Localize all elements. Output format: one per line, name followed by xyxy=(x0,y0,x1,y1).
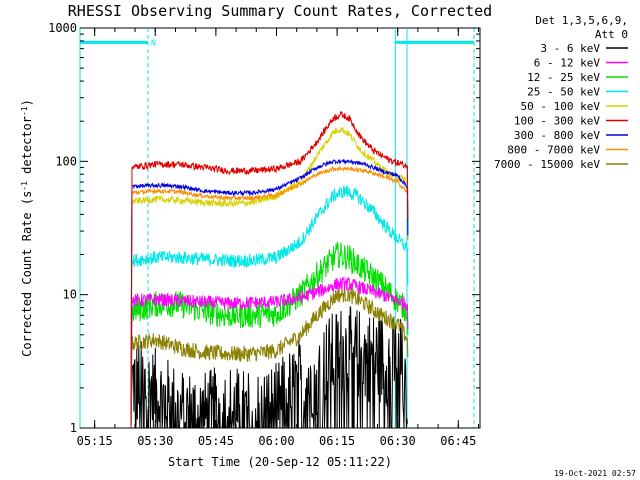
x-tick-label: 06:30 xyxy=(380,434,416,448)
plot-border xyxy=(79,27,481,429)
series-line xyxy=(130,185,409,429)
chart-title: RHESSI Observing Summary Count Rates, Co… xyxy=(68,2,492,20)
y-label-part: ) xyxy=(20,99,34,106)
footer-timestamp: 19-Oct-2021 02:57 xyxy=(554,469,636,478)
series-line xyxy=(130,275,409,429)
y-label-part: detector xyxy=(20,116,34,181)
legend-item-label: 800 - 7000 keV xyxy=(507,144,600,157)
x-tick-label: 06:00 xyxy=(258,434,294,448)
series-line xyxy=(130,306,408,429)
legend-item-label: 300 - 800 keV xyxy=(514,129,600,142)
legend-item-label: 25 - 50 keV xyxy=(527,86,600,99)
y-label-part: -1 xyxy=(20,106,29,116)
legend-item-label: 7000 - 15000 keV xyxy=(494,158,600,171)
y-axis: 1 10 100 1000 xyxy=(48,21,480,435)
y-tick-label: 1 xyxy=(70,421,77,435)
series-line xyxy=(130,158,409,429)
legend-item-label: 12 - 25 keV xyxy=(527,71,600,84)
series-line xyxy=(130,287,409,429)
legend-item-label: 6 - 12 keV xyxy=(534,57,601,70)
series-line xyxy=(130,127,409,429)
legend-item-label: 50 - 100 keV xyxy=(521,100,601,113)
legend: Det 1,3,5,6,9, Att 0 3 - 6 keV 6 - 12 keV… xyxy=(494,14,628,171)
y-axis-label: Corrected Count Rate (s-1 detector-1) xyxy=(20,99,35,357)
flag-bars: N xyxy=(80,38,475,47)
y-tick-label: 100 xyxy=(55,154,77,168)
series-layer xyxy=(130,111,409,429)
x-axis-label: Start Time (20-Sep-12 05:11:22) xyxy=(168,455,392,469)
y-label-part: Corrected Count Rate (s xyxy=(20,191,34,357)
series-line xyxy=(130,165,409,429)
plot-area xyxy=(79,27,481,429)
y-tick-label: 1000 xyxy=(48,21,77,35)
flag-label: N xyxy=(151,38,156,47)
legend-item-label: 3 - 6 keV xyxy=(540,42,600,55)
legend-header-detectors: Det 1,3,5,6,9, xyxy=(535,14,628,27)
legend-header-attenuator: Att 0 xyxy=(595,28,628,41)
x-tick-label: 06:45 xyxy=(440,434,476,448)
x-tick-label: 05:15 xyxy=(77,434,113,448)
x-tick-label: 06:15 xyxy=(319,434,355,448)
series-line xyxy=(130,111,409,429)
x-axis: 05:15 05:30 05:45 06:00 06:15 06:30 06:45 xyxy=(77,28,480,448)
x-tick-label: 05:30 xyxy=(137,434,173,448)
legend-item-label: 100 - 300 keV xyxy=(514,115,600,128)
y-label-part: -1 xyxy=(20,181,29,191)
series-line xyxy=(130,241,409,429)
x-tick-label: 05:45 xyxy=(198,434,234,448)
y-tick-label: 10 xyxy=(63,288,77,302)
